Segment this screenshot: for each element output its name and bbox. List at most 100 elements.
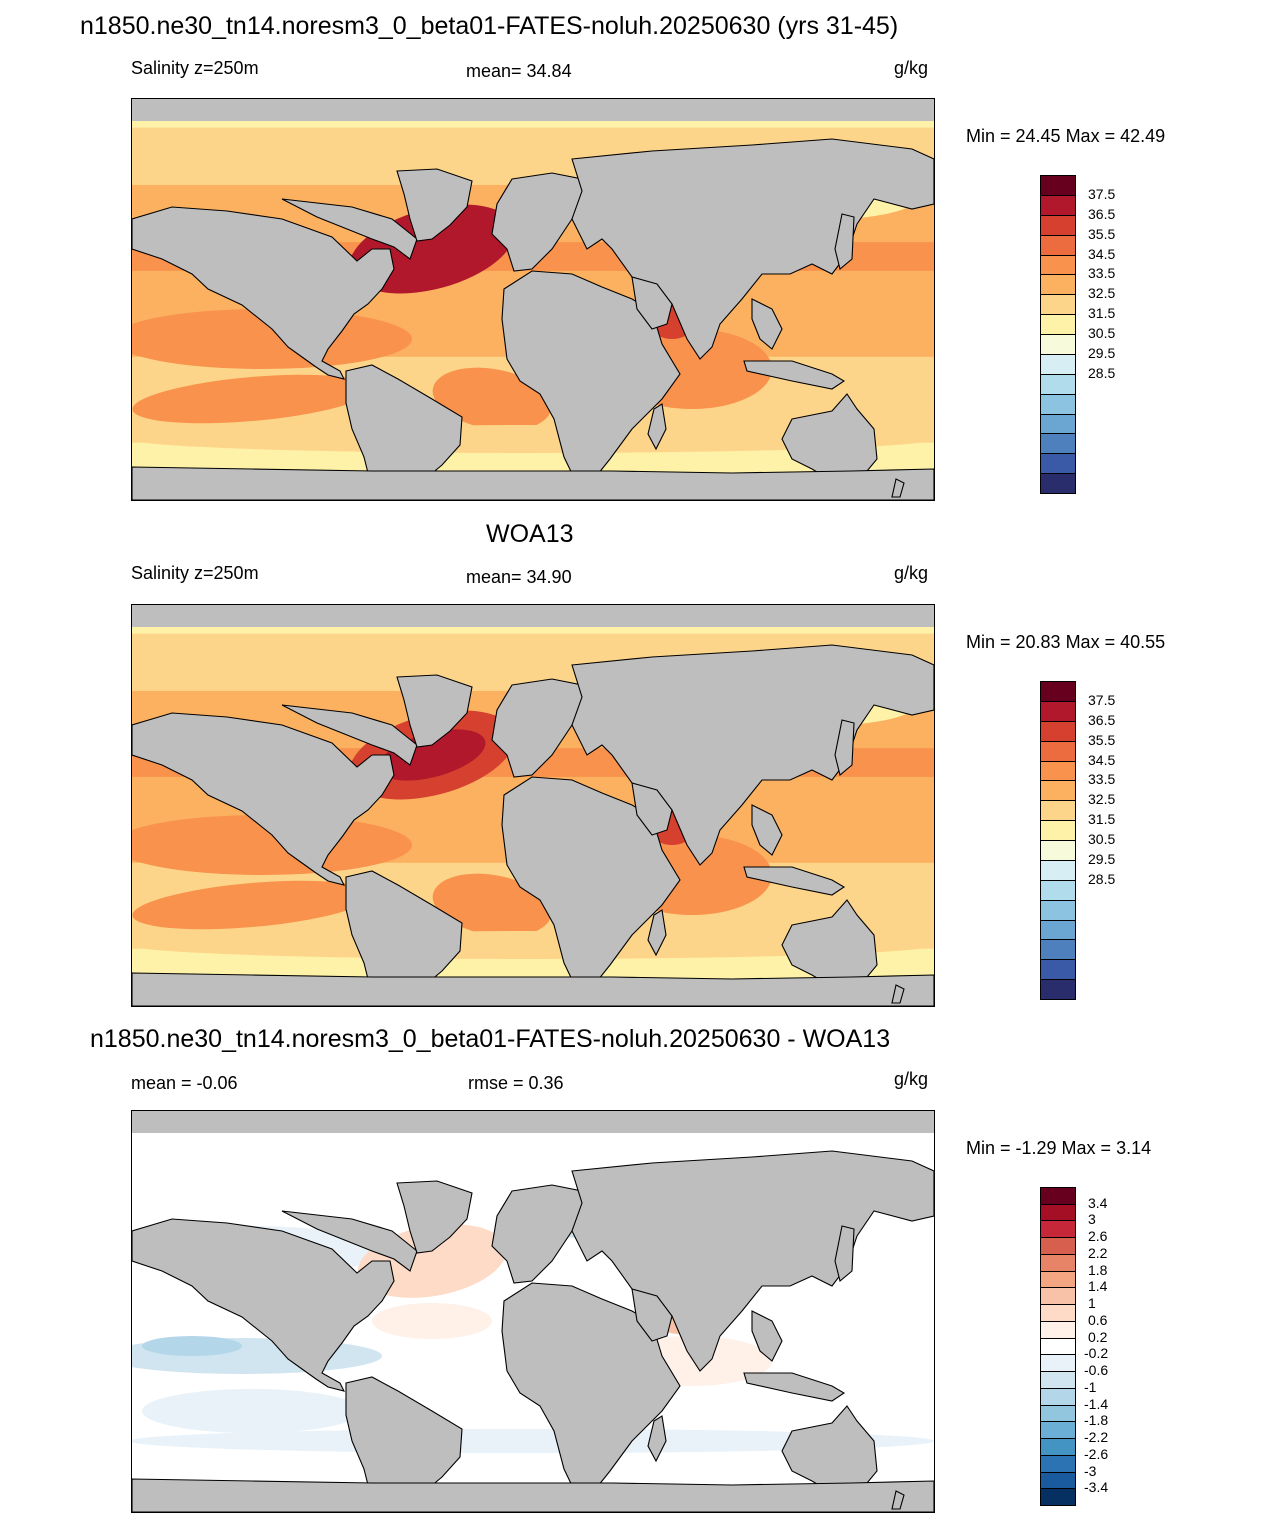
land-antarctica [132,466,934,500]
colorbar-swatch [1040,373,1076,395]
land-northAmerica [132,712,395,886]
colorbar-label: 1.8 [1088,1261,1108,1278]
colorbar-label: 28.5 [1088,364,1116,381]
land-seAsia [751,1310,783,1362]
land-arabia [631,276,673,330]
colorbar-label: 33.5 [1088,265,1116,282]
colorbar-swatch [1040,1220,1076,1239]
colorbar-swatch [1040,780,1076,802]
land-africa [501,1282,681,1497]
south-ocean-fresh [132,931,934,959]
colorbar-swatch [1040,760,1076,782]
land-nz [891,478,905,498]
colorbar-label: 30.5 [1088,831,1116,847]
land-southAmerica [345,1376,463,1512]
land-australia [781,1405,878,1497]
colorbar-label: -3 [1084,1462,1097,1479]
land-indonesia [743,1372,846,1402]
land-arctic [281,1210,418,1272]
south-pacific-high [132,374,372,424]
land-madagascar [647,909,667,957]
colorbar-label: -0.6 [1084,1362,1109,1379]
colorbar-label: 32.5 [1088,285,1116,302]
colorbar-label: 3.4 [1088,1194,1108,1211]
land-northAmerica [132,206,395,380]
units-label: g/kg [894,58,929,78]
panel-title: n1850.ne30_tn14.noresm3_0_beta01-FATES-n… [80,12,899,40]
colorbar-label: -0.2 [1084,1345,1109,1362]
colorbar-swatch [1040,1387,1076,1406]
minmax-label: Min = 20.83 Max = 40.55 [966,632,1166,652]
colorbar-swatch [1040,840,1076,861]
colorbar-swatch [1040,1488,1076,1506]
colorbar-diff: 3.4 3 2.6 2.2 1.8 1.4 1 0.6 0.2 -0.2 -0.6 -1 -1.4 -1.… [1040,1187,1108,1506]
colorbar-swatch [1040,879,1076,901]
land-greenland [396,168,473,242]
colorbar-swatch [1040,294,1076,316]
land-japan [834,213,855,270]
land-eurasia [571,1150,934,1372]
colorbar-swatch [1040,1187,1076,1205]
land-africa [501,776,681,991]
land-arabia [631,1288,673,1342]
colorbar-swatch [1040,453,1076,475]
colorbar-swatch [1040,899,1076,921]
land-indonesia [743,360,846,390]
tropical-atlantic-pink [372,1303,492,1339]
colorbar-swatch [1040,1287,1076,1306]
colorbar-swatch [1040,1404,1076,1423]
units-label: g/kg [894,563,929,583]
colorbar-label: -1.4 [1084,1395,1109,1412]
minmax-label: Min = -1.29 Max = 3.14 [966,1138,1152,1158]
land-madagascar [647,1415,667,1463]
colorbar-swatch [1040,194,1076,216]
land-northAmerica [132,1218,395,1392]
colorbar-label: 35.5 [1088,225,1116,242]
colorbar-label: 37.5 [1088,691,1116,708]
land-europe [491,678,585,778]
arctic-land [132,605,934,627]
colorbar-swatch [1040,979,1076,1000]
map-model [131,98,935,501]
land-antarctica [132,972,934,1006]
land-nz [891,984,905,1004]
colorbar-label: -1 [1084,1378,1097,1395]
colorbar-swatch [1040,1304,1076,1322]
mean-label: mean= 34.90 [466,567,572,587]
colorbar-swatch [1040,274,1076,296]
colorbar-swatch [1040,1203,1076,1222]
colorbar-swatch [1040,700,1076,722]
colorbar-label: 31.5 [1088,305,1116,322]
colorbar-label: 29.5 [1088,850,1116,867]
colorbar-label: 29.5 [1088,344,1116,361]
colorbar-label: 32.5 [1088,791,1116,808]
colorbar-swatch [1040,1421,1076,1440]
colorbar-label: 34.5 [1088,245,1116,262]
colorbar-swatch [1040,334,1076,355]
land-antarctica [132,1478,934,1512]
arctic-land [132,99,934,121]
colorbar-swatch [1040,1320,1076,1339]
land-eurasia [571,644,934,866]
colorbar-swatch [1040,214,1076,236]
colorbar-swatch [1040,1371,1076,1389]
land-indonesia [743,866,846,896]
colorbar-swatch [1040,234,1076,256]
land-europe [491,1184,585,1284]
colorbar-swatch [1040,681,1076,702]
colorbar-label: 1 [1088,1295,1096,1312]
land-southAmerica [345,364,463,500]
minmax-label: Min = 24.45 Max = 42.49 [966,126,1166,146]
colorbar-obs: 37.5 36.5 35.5 34.5 33.5 32.5 31.5 30.5 29.5 28.5 [1040,681,1115,1000]
colorbar-swatch [1040,1337,1076,1356]
colorbar-label: -2.2 [1084,1429,1109,1446]
mean-label: mean = -0.06 [131,1073,238,1093]
colorbar-label: 36.5 [1088,711,1116,728]
colorbar-swatch [1040,1253,1076,1272]
colorbar-swatch [1040,353,1076,375]
colorbar-label: 28.5 [1088,870,1116,887]
south-ocean-blue [132,1429,934,1453]
land-arctic [281,198,418,260]
colorbar-label: 30.5 [1088,325,1116,341]
colorbar-swatch [1040,473,1076,494]
